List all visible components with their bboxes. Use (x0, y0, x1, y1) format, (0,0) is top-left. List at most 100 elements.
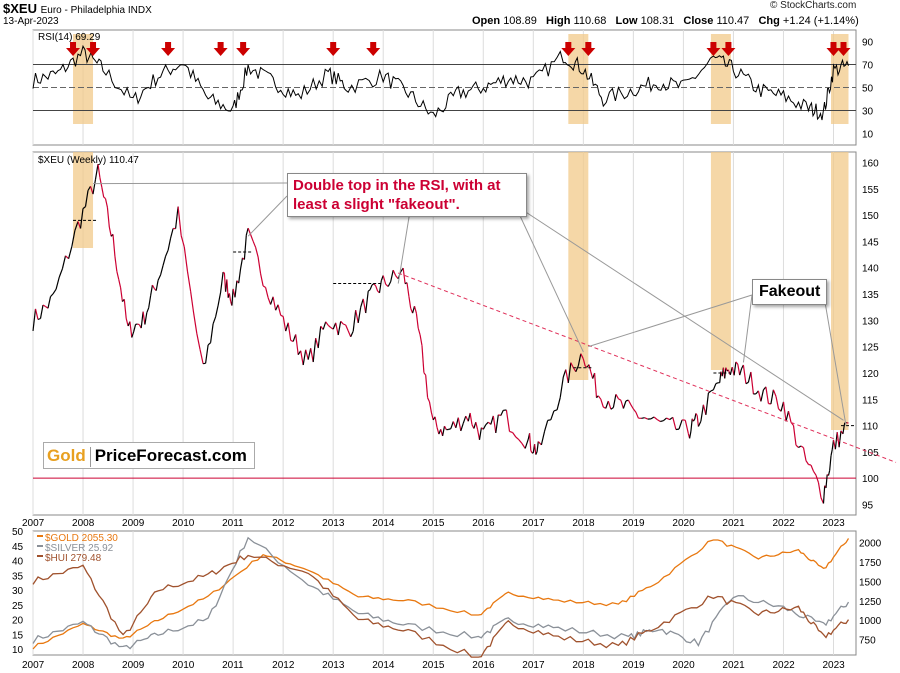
price-segment (302, 349, 307, 366)
price-segment (310, 348, 314, 363)
price-segment (610, 407, 614, 410)
price-segment (34, 308, 39, 320)
symbol-description: Euro - Philadelphia INDX (40, 5, 152, 16)
price-segment (597, 395, 602, 400)
price-segment (710, 389, 714, 392)
price-segment (392, 269, 397, 276)
symbol: $XEU (3, 1, 37, 16)
price-segment (708, 390, 712, 394)
price-segment (810, 464, 815, 472)
price-y-tick-label: 155 (862, 185, 879, 196)
price-segment (663, 417, 667, 422)
price-segment (58, 268, 63, 278)
price-segment (482, 424, 487, 430)
price-segment (653, 416, 658, 420)
price-segment (660, 420, 664, 423)
price-segment (104, 198, 108, 208)
price-segment (137, 323, 140, 326)
price-segment (559, 376, 564, 398)
price-segment (252, 240, 257, 248)
price-segment (68, 246, 73, 259)
metals-legend-label: $GOLD 2055.30 (45, 533, 118, 544)
price-segment (205, 344, 209, 364)
metals-left-tick-label: 10 (12, 645, 24, 656)
metals-right-tick-label: 750 (859, 636, 876, 647)
price-segment (32, 308, 37, 331)
price-segment (694, 413, 697, 420)
panel-frame-rsi (32, 29, 857, 146)
price-segment (547, 419, 551, 421)
price-segment (500, 410, 504, 416)
price-segment (362, 298, 367, 314)
price-y-tick-label: 130 (862, 316, 879, 327)
price-segment (332, 322, 337, 330)
rsi-legend: RSI(14) 69.29 (38, 32, 101, 43)
x-tick-label-metals: 2018 (572, 660, 595, 671)
price-segment (822, 485, 826, 504)
x-tick-label-price: 2013 (322, 518, 345, 529)
price-segment (719, 371, 722, 383)
price-y-tick-label: 110 (862, 422, 878, 433)
price-y-tick-label: 150 (862, 211, 879, 222)
price-segment (584, 365, 588, 368)
price-segment (199, 349, 204, 364)
price-segment (222, 271, 225, 274)
rsi-down-arrow (213, 42, 228, 56)
price-segment (415, 313, 419, 329)
price-segment (47, 296, 52, 309)
price-segment (421, 345, 425, 373)
price-segment (729, 366, 733, 376)
price-segment (834, 432, 838, 450)
price-segment (183, 246, 189, 272)
price-segment (61, 255, 67, 269)
price-segment (605, 400, 609, 409)
rsi-down-arrow (561, 42, 576, 56)
double-top-annotation: Double top in the RSI, with at least a s… (287, 173, 527, 217)
price-segment (430, 412, 434, 421)
price-segment (782, 401, 787, 422)
quote-line: Open 108.89 High 110.68 Low 108.31 Close… (472, 15, 859, 27)
price-segment (588, 364, 592, 372)
x-tick-label-metals: 2010 (172, 660, 195, 671)
price-segment (787, 410, 792, 423)
x-tick-label-price: 2012 (272, 518, 295, 529)
highlight-band-rsi (830, 34, 849, 124)
price-segment (82, 206, 86, 210)
metals-left-tick-label: 30 (12, 586, 24, 597)
price-segment (495, 414, 499, 433)
metals-left-tick-label: 40 (12, 557, 24, 568)
price-segment (186, 271, 192, 292)
x-tick-label-price: 2020 (672, 518, 695, 529)
chart-title: $XEU Euro - Philadelphia INDX (3, 1, 152, 16)
price-y-tick-label: 135 (862, 290, 879, 301)
price-segment (423, 372, 427, 376)
price-segment (428, 401, 432, 413)
price-segment (570, 362, 574, 368)
price-segment (450, 421, 454, 429)
price-segment (408, 296, 412, 309)
price-segment (795, 444, 799, 448)
price-segment (277, 304, 282, 316)
price-segment (695, 413, 698, 416)
metals-left-tick-label: 50 (12, 527, 24, 538)
price-segment (108, 226, 112, 237)
price-segment (735, 361, 739, 365)
price-segment (231, 288, 234, 306)
price-segment (697, 420, 702, 427)
price-segment (295, 334, 299, 355)
price-segment (142, 311, 146, 325)
rsi-down-arrow (836, 42, 851, 56)
price-segment (267, 297, 272, 305)
price-segment (739, 368, 743, 376)
panel-frame-metals (32, 530, 857, 656)
metals-right-tick-label: 1000 (859, 616, 882, 627)
price-segment (322, 321, 327, 330)
price-segment (390, 269, 394, 282)
metals-series-line (32, 536, 850, 650)
price-segment (575, 365, 579, 372)
metals-right-tick-label: 1750 (859, 558, 882, 569)
metals-legend-swatch (37, 545, 43, 547)
price-segment (836, 432, 840, 448)
price-segment (335, 322, 339, 336)
price-segment (815, 475, 820, 483)
